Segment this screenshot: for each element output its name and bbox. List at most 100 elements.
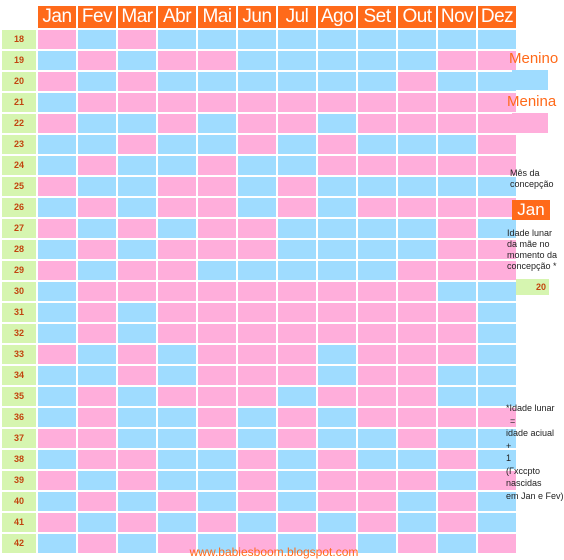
boy-cell[interactable] (318, 366, 356, 385)
boy-cell[interactable] (238, 177, 276, 196)
girl-cell[interactable] (238, 450, 276, 469)
girl-cell[interactable] (438, 156, 476, 175)
girl-cell[interactable] (358, 303, 396, 322)
girl-cell[interactable] (478, 51, 516, 70)
boy-cell[interactable] (198, 492, 236, 511)
girl-cell[interactable] (238, 345, 276, 364)
girl-cell[interactable] (158, 492, 196, 511)
girl-cell[interactable] (478, 135, 516, 154)
girl-cell[interactable] (278, 114, 316, 133)
boy-cell[interactable] (358, 135, 396, 154)
girl-cell[interactable] (198, 387, 236, 406)
girl-cell[interactable] (398, 429, 436, 448)
boy-cell[interactable] (118, 240, 156, 259)
girl-cell[interactable] (278, 198, 316, 217)
girl-cell[interactable] (438, 219, 476, 238)
boy-cell[interactable] (398, 492, 436, 511)
girl-cell[interactable] (158, 303, 196, 322)
boy-cell[interactable] (478, 177, 516, 196)
boy-cell[interactable] (198, 471, 236, 490)
boy-cell[interactable] (438, 534, 476, 553)
girl-cell[interactable] (398, 198, 436, 217)
boy-cell[interactable] (358, 240, 396, 259)
girl-cell[interactable] (318, 492, 356, 511)
boy-cell[interactable] (318, 114, 356, 133)
girl-cell[interactable] (238, 324, 276, 343)
boy-cell[interactable] (238, 408, 276, 427)
girl-cell[interactable] (78, 324, 116, 343)
girl-cell[interactable] (438, 324, 476, 343)
boy-cell[interactable] (278, 51, 316, 70)
girl-cell[interactable] (78, 198, 116, 217)
boy-cell[interactable] (238, 198, 276, 217)
boy-cell[interactable] (78, 219, 116, 238)
girl-cell[interactable] (198, 51, 236, 70)
boy-cell[interactable] (118, 51, 156, 70)
girl-cell[interactable] (158, 324, 196, 343)
girl-cell[interactable] (238, 366, 276, 385)
boy-cell[interactable] (478, 450, 516, 469)
girl-cell[interactable] (158, 282, 196, 301)
boy-cell[interactable] (38, 135, 76, 154)
girl-cell[interactable] (238, 471, 276, 490)
girl-cell[interactable] (358, 198, 396, 217)
girl-cell[interactable] (318, 135, 356, 154)
girl-cell[interactable] (358, 513, 396, 532)
girl-cell[interactable] (198, 324, 236, 343)
boy-cell[interactable] (118, 114, 156, 133)
girl-cell[interactable] (278, 177, 316, 196)
girl-cell[interactable] (398, 387, 436, 406)
girl-cell[interactable] (358, 471, 396, 490)
girl-cell[interactable] (38, 261, 76, 280)
boy-cell[interactable] (38, 450, 76, 469)
boy-cell[interactable] (278, 30, 316, 49)
boy-cell[interactable] (238, 72, 276, 91)
boy-cell[interactable] (318, 240, 356, 259)
girl-cell[interactable] (78, 408, 116, 427)
girl-cell[interactable] (398, 93, 436, 112)
boy-cell[interactable] (438, 471, 476, 490)
girl-cell[interactable] (198, 345, 236, 364)
girl-cell[interactable] (358, 366, 396, 385)
boy-cell[interactable] (478, 30, 516, 49)
girl-cell[interactable] (158, 51, 196, 70)
boy-cell[interactable] (358, 51, 396, 70)
girl-cell[interactable] (38, 72, 76, 91)
boy-cell[interactable] (158, 429, 196, 448)
boy-cell[interactable] (38, 303, 76, 322)
boy-cell[interactable] (438, 429, 476, 448)
girl-cell[interactable] (198, 177, 236, 196)
boy-cell[interactable] (438, 366, 476, 385)
boy-cell[interactable] (358, 450, 396, 469)
boy-cell[interactable] (398, 219, 436, 238)
boy-cell[interactable] (278, 261, 316, 280)
boy-cell[interactable] (118, 198, 156, 217)
boy-cell[interactable] (78, 345, 116, 364)
girl-cell[interactable] (238, 93, 276, 112)
boy-cell[interactable] (198, 534, 236, 553)
girl-cell[interactable] (38, 513, 76, 532)
girl-cell[interactable] (398, 156, 436, 175)
boy-cell[interactable] (438, 177, 476, 196)
girl-cell[interactable] (278, 366, 316, 385)
boy-cell[interactable] (198, 261, 236, 280)
girl-cell[interactable] (358, 156, 396, 175)
boy-cell[interactable] (238, 156, 276, 175)
girl-cell[interactable] (78, 51, 116, 70)
girl-cell[interactable] (318, 156, 356, 175)
girl-cell[interactable] (438, 408, 476, 427)
girl-cell[interactable] (358, 345, 396, 364)
girl-cell[interactable] (478, 114, 516, 133)
girl-cell[interactable] (398, 471, 436, 490)
boy-cell[interactable] (38, 534, 76, 553)
boy-cell[interactable] (118, 387, 156, 406)
boy-cell[interactable] (158, 30, 196, 49)
boy-cell[interactable] (358, 219, 396, 238)
boy-cell[interactable] (278, 492, 316, 511)
girl-cell[interactable] (398, 408, 436, 427)
girl-cell[interactable] (198, 366, 236, 385)
boy-cell[interactable] (318, 72, 356, 91)
girl-cell[interactable] (478, 93, 516, 112)
boy-cell[interactable] (198, 72, 236, 91)
girl-cell[interactable] (118, 30, 156, 49)
